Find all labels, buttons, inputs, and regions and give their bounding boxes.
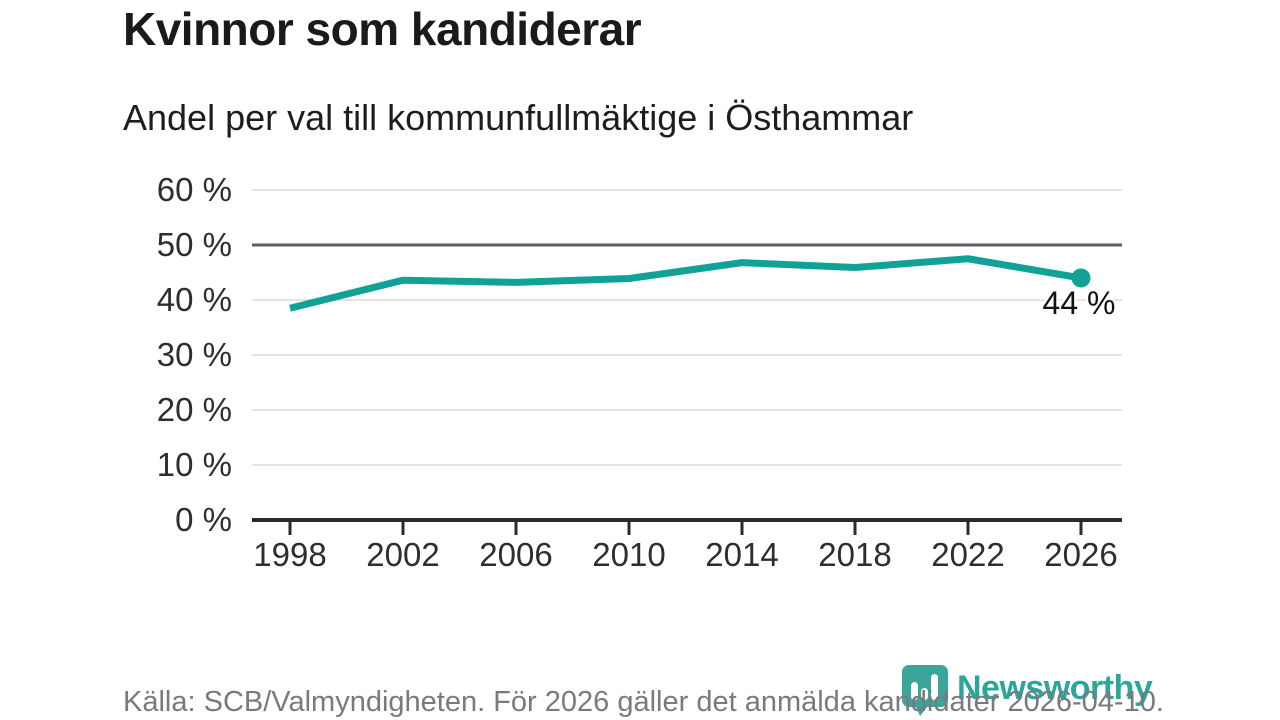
- x-axis-tick-label: 2022: [931, 536, 1005, 573]
- end-value-label: 44 %: [1042, 285, 1116, 321]
- newsworthy-logo: Newsworthy: [901, 664, 1153, 716]
- y-axis-tick-label: 30 %: [156, 336, 232, 373]
- end-point-dot: [1071, 268, 1091, 288]
- x-axis-tick-label: 1998: [253, 536, 327, 573]
- y-axis-tick-label: 20 %: [156, 391, 232, 428]
- newsworthy-logo-icon: [902, 665, 948, 716]
- chart-subtitle: Andel per val till kommunfullmäktige i Ö…: [123, 97, 914, 138]
- x-axis-tick-label: 2026: [1044, 536, 1118, 573]
- data-line: [289, 255, 1082, 312]
- x-axis-tick-label: 2002: [366, 536, 440, 573]
- source-note: Källa: SCB/Valmyndigheten. För 2026 gäll…: [123, 686, 1164, 718]
- x-axis-tick-label: 2018: [818, 536, 892, 573]
- x-axis-tick-label: 2006: [479, 536, 553, 573]
- x-axis-tick-label: 2014: [705, 536, 779, 573]
- newsworthy-wordmark: Newsworthy: [957, 669, 1153, 707]
- y-axis-tick-label: 40 %: [156, 281, 232, 318]
- x-axis-tick-label: 2010: [592, 536, 666, 573]
- y-axis-tick-label: 50 %: [156, 226, 232, 263]
- y-axis-tick-label: 60 %: [156, 171, 232, 208]
- chart-title: Kvinnor som kandiderar: [123, 3, 642, 55]
- y-axis-tick-label: 0 %: [175, 501, 232, 538]
- y-axis-tick-label: 10 %: [156, 446, 232, 483]
